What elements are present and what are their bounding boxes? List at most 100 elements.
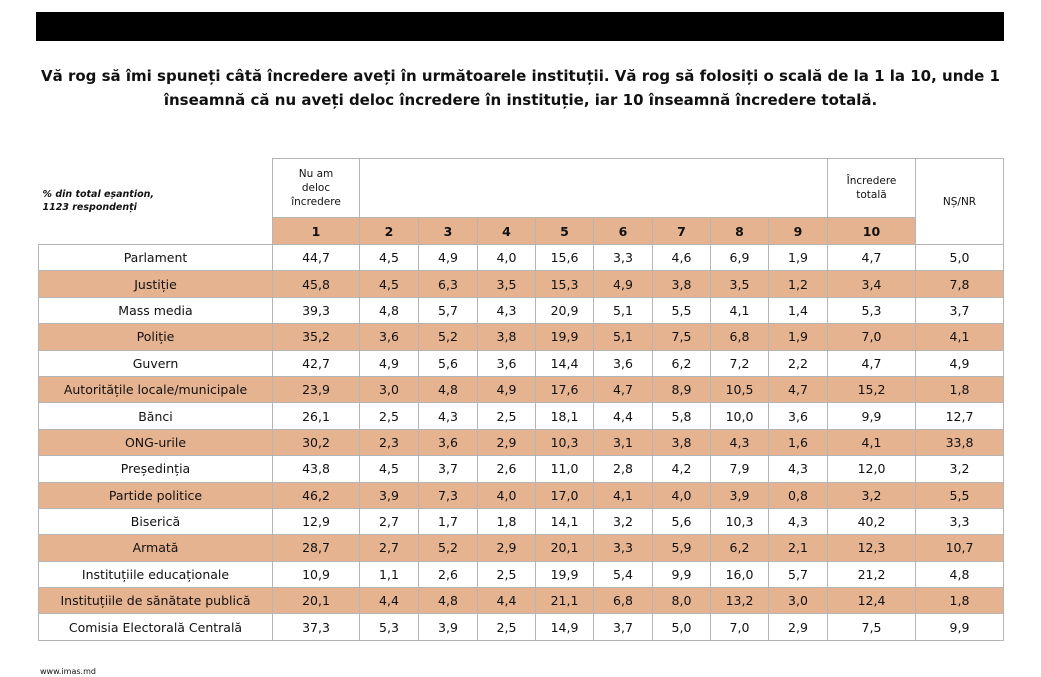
scale-point: 5 xyxy=(535,217,594,245)
header-blank xyxy=(359,158,828,218)
percent-cell: 3,9 xyxy=(359,481,419,509)
percent-cell: 7,9 xyxy=(710,455,769,483)
percent-cell: 4,6 xyxy=(652,243,711,272)
data-row: Mass media 39,3 4,8 5,7 4,3 20,9 5,1 5,5 4,1 1,4 5… xyxy=(38,296,1004,325)
percent-cell: 5,7 xyxy=(418,296,478,325)
percent-cell: 2,6 xyxy=(418,560,478,589)
data-row: Biserică 12,9 2,7 1,7 1,8 14,1 3,2 5,6 10,3 4,3 40… xyxy=(38,507,1004,536)
header-row: % din total eșantion, 1123 respondenți N… xyxy=(38,158,1004,245)
percent-cell: 4,9 xyxy=(915,349,1004,377)
institution: Parlament xyxy=(38,243,273,272)
percent-cell: 14,1 xyxy=(535,507,594,536)
percent-cell: 4,7 xyxy=(827,243,916,272)
percent-cell: 10,3 xyxy=(710,507,769,536)
percent-cell: 4,0 xyxy=(477,243,536,272)
percent-cell: 2,2 xyxy=(768,349,828,377)
percent-cell: 8,9 xyxy=(652,375,711,404)
percent-cell: 5,3 xyxy=(359,613,419,641)
scale-point: 7 xyxy=(652,217,711,245)
percent-cell: 4,7 xyxy=(827,349,916,377)
data-row: Autoritățile locale/municipale 23,9 3,0 4,8… xyxy=(38,375,1004,404)
percent-cell: 3,5 xyxy=(477,270,536,298)
percent-cell: 3,7 xyxy=(418,455,478,483)
percent-cell: 9,9 xyxy=(915,613,1004,641)
percent-cell: 5,2 xyxy=(418,534,478,562)
results-table: % din total eșantion, 1123 respondenți N… xyxy=(38,158,1004,641)
scale-point: 9 xyxy=(768,217,828,245)
percent-cell: 6,2 xyxy=(652,349,711,377)
percent-cell: 4,4 xyxy=(359,587,419,615)
percent-cell: 3,9 xyxy=(418,613,478,641)
percent-cell: 4,4 xyxy=(593,402,653,430)
percent-cell: 39,3 xyxy=(272,296,360,325)
percent-cell: 20,1 xyxy=(272,587,360,615)
percent-cell: 10,9 xyxy=(272,560,360,589)
percent-cell: 3,0 xyxy=(768,587,828,615)
percent-cell: 5,8 xyxy=(652,402,711,430)
data-row: Comisia Electorală Centrală 37,3 5,3 3,9 2,5… xyxy=(38,613,1004,641)
scale-point: 2 xyxy=(359,217,419,245)
percent-cell: 20,9 xyxy=(535,296,594,325)
percent-cell: 37,3 xyxy=(272,613,360,641)
percent-cell: 3,6 xyxy=(477,349,536,377)
sample-note: % din total eșantion, 1123 respondenți xyxy=(38,158,273,245)
percent-cell: 3,3 xyxy=(593,534,653,562)
percent-cell: 2,7 xyxy=(359,507,419,536)
percent-cell: 1,9 xyxy=(768,243,828,272)
institution: ONG-urile xyxy=(38,428,273,457)
percent-cell: 3,8 xyxy=(652,428,711,457)
percent-cell: 3,6 xyxy=(359,323,419,351)
data-row: Partide politice 46,2 3,9 7,3 4,0 17,0 4,1 4,0 3… xyxy=(38,481,1004,509)
scale-point: 3 xyxy=(418,217,478,245)
percent-cell: 3,2 xyxy=(915,455,1004,483)
percent-cell: 1,7 xyxy=(418,507,478,536)
percent-cell: 3,7 xyxy=(593,613,653,641)
title-line: Vă rog să îmi spuneți câtă încredere ave… xyxy=(41,67,1000,85)
percent-cell: 46,2 xyxy=(272,481,360,509)
percent-cell: 20,1 xyxy=(535,534,594,562)
institution: Instituțiile de sănătate publică xyxy=(38,587,273,615)
percent-cell: 15,2 xyxy=(827,375,916,404)
percent-cell: 1,1 xyxy=(359,560,419,589)
percent-cell: 7,0 xyxy=(827,323,916,351)
percent-cell: 14,9 xyxy=(535,613,594,641)
percent-cell: 1,8 xyxy=(915,587,1004,615)
percent-cell: 4,2 xyxy=(652,455,711,483)
percent-cell: 2,6 xyxy=(477,455,536,483)
percent-cell: 3,0 xyxy=(359,375,419,404)
percent-cell: 21,2 xyxy=(827,560,916,589)
institution: Armată xyxy=(38,534,273,562)
data-row: Instituțiile de sănătate publică 20,1 4,4 4… xyxy=(38,587,1004,615)
percent-cell: 4,3 xyxy=(768,507,828,536)
scale-point: 10 xyxy=(827,217,916,245)
percent-cell: 28,7 xyxy=(272,534,360,562)
percent-cell: 12,7 xyxy=(915,402,1004,430)
institution: Poliție xyxy=(38,323,273,351)
percent-cell: 3,4 xyxy=(827,270,916,298)
percent-cell: 3,3 xyxy=(915,507,1004,536)
percent-cell: 6,2 xyxy=(710,534,769,562)
percent-cell: 7,0 xyxy=(710,613,769,641)
percent-cell: 4,5 xyxy=(359,455,419,483)
percent-cell: 2,5 xyxy=(477,613,536,641)
percent-cell: 4,1 xyxy=(915,323,1004,351)
percent-cell: 1,8 xyxy=(915,375,1004,404)
institution: Bănci xyxy=(38,402,273,430)
percent-cell: 4,3 xyxy=(477,296,536,325)
percent-cell: 4,5 xyxy=(359,243,419,272)
percent-cell: 30,2 xyxy=(272,428,360,457)
percent-cell: 16,0 xyxy=(710,560,769,589)
percent-cell: 11,0 xyxy=(535,455,594,483)
percent-cell: 6,9 xyxy=(710,243,769,272)
note-line: 1123 respondenți xyxy=(42,202,137,214)
percent-cell: 10,5 xyxy=(710,375,769,404)
percent-cell: 4,3 xyxy=(710,428,769,457)
low-label: Nu am deloc încredere xyxy=(272,158,360,218)
institution: Partide politice xyxy=(38,481,273,509)
percent-cell: 4,9 xyxy=(359,349,419,377)
table-body: % din total eșantion, 1123 respondenți N… xyxy=(38,158,1004,641)
percent-cell: 12,3 xyxy=(827,534,916,562)
institution: Instituțiile educaționale xyxy=(38,560,273,589)
percent-cell: 4,5 xyxy=(359,270,419,298)
percent-cell: 4,3 xyxy=(418,402,478,430)
